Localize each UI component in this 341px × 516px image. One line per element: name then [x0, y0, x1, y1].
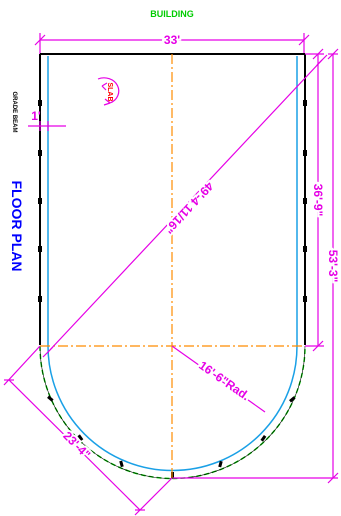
- building-title: BUILDING: [150, 9, 194, 19]
- diagonal-dimension: [42, 54, 328, 358]
- slab-label: SLAB: [106, 82, 113, 101]
- outer-arc: [39, 345, 306, 479]
- rect-length-dimension: [305, 48, 324, 352]
- total-length-dimension: [173, 48, 339, 484]
- beam-offset-text: 1': [31, 109, 41, 123]
- radius-text: 16'-6"Rad.: [196, 358, 252, 403]
- diagonal-dimension-text: 49'-4 11/16": [162, 179, 217, 236]
- total-length-text: 53'-3": [326, 250, 340, 283]
- centerlines: [40, 54, 305, 478]
- radius-line: [171, 345, 266, 413]
- chord-text: 23'-4": [60, 429, 93, 462]
- rect-length-text: 36'-9": [311, 184, 325, 217]
- pier-ticks: [38, 100, 307, 302]
- floor-plan-label: FLOOR PLAN: [9, 181, 25, 272]
- width-dimension-text: 33': [164, 33, 180, 47]
- chord-dimension: [3, 345, 173, 516]
- slab-symbol: [97, 77, 120, 106]
- width-dimension: [34, 33, 310, 54]
- beam-offset-dimension: [28, 121, 66, 131]
- grade-beam-label: GRADE BEAM: [11, 91, 17, 132]
